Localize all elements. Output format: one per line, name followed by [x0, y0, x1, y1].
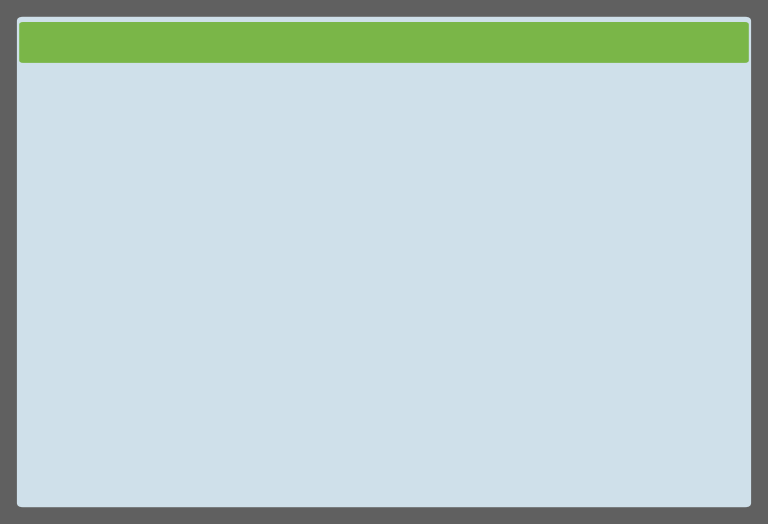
Text: 4. Determine the force F1, F2 and F3 if the rod is in equilibrium.: 4. Determine the force F1, F2 and F3 if … [42, 126, 485, 140]
Text: E: E [548, 219, 558, 234]
Text: F1: F1 [686, 269, 704, 285]
Text: 2m: 2m [307, 323, 332, 339]
Text: 1m: 1m [169, 323, 194, 339]
Text: D: D [431, 323, 442, 339]
Text: 5: 5 [393, 33, 426, 78]
Text: B: B [210, 219, 220, 234]
Text: 100N: 100N [32, 252, 73, 267]
Text: A: A [141, 323, 151, 339]
Text: 5m: 5m [467, 323, 492, 339]
Text: 40 N: 40 N [323, 100, 359, 115]
Text: 3m: 3m [378, 323, 402, 339]
Text: TUTORIAL: TUTORIAL [124, 33, 387, 78]
FancyBboxPatch shape [23, 21, 745, 503]
Text: 50N: 50N [483, 135, 514, 150]
Text: C: C [350, 323, 361, 339]
Text: 60°: 60° [443, 205, 468, 219]
Text: F3: F3 [486, 435, 505, 450]
Bar [151, 250, 598, 293]
Text: F2: F2 [199, 435, 217, 450]
